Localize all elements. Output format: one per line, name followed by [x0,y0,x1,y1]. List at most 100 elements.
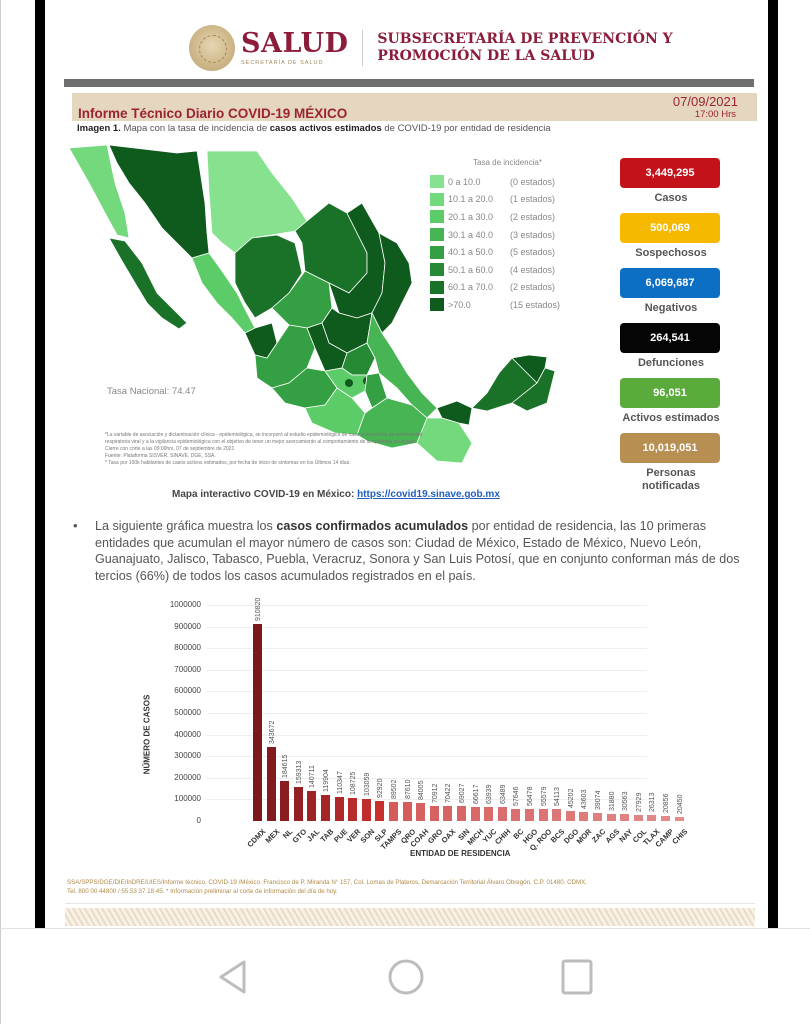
legend-range: 20.1 a 30.0 [448,211,494,222]
legend-count: (5 estados) [510,247,556,258]
subsecretaria-line1: SUBSECRETARÍA DE PREVENCIÓN Y [377,31,673,47]
y-tick-label: 200000 [174,772,201,782]
map-link-label: Mapa interactivo COVID-19 en México: [172,489,358,500]
bar-value-label: 92920 [377,778,385,798]
bar-value-label: 110347 [336,771,344,795]
image-caption: Imagen 1. Mapa con la tasa de incidencia… [77,123,551,134]
report-time: 17:00 Hrs [694,109,736,120]
legend-item: 50.1 a 60.0 (4 estados) [430,261,580,279]
bar-value-label: 20450 [676,794,684,814]
mexico-incidence-map [68,144,556,464]
header-rule [64,79,754,87]
gridline [207,799,647,801]
recents-icon [561,959,593,995]
bar-coah [416,802,426,821]
bar-gto [293,786,303,821]
bar-oax [443,805,453,821]
bar-chis [674,816,684,821]
bar-value-label: 89502 [391,779,398,799]
recents-button[interactable] [557,957,597,997]
bar-tamps [389,801,398,821]
bar-value-label: 108725 [350,771,358,795]
header-divider [362,30,364,66]
stat-card-label: Negativos [644,302,698,314]
bar-ver [348,797,358,821]
document-page: SALUD SECRETARÍA DE SALUD SUBSECRETARÍA … [45,0,768,928]
report-date: 07/09/2021 [672,94,738,109]
viewer-margin-left [35,0,45,928]
gridline [207,756,647,758]
bar-sin [457,806,466,821]
bar-tlax [647,815,657,821]
paragraph-text-b: por entidad de residencia, las 10 primer… [95,519,740,583]
legend-title: Tasa de incidencia* [473,158,542,167]
gridline [207,605,647,606]
x-axis-title: ENTIDAD DE RESIDENCIA [410,849,511,858]
home-button[interactable] [386,957,426,997]
footer-divider [65,903,755,904]
bullet-icon: • [73,518,78,533]
map-note: Fuente: Plataforma SISVER, SINAVE, DGE, … [105,453,216,459]
report-title: Informe Técnico Diario COVID-19 MÉXICO [78,106,348,121]
legend-swatch [430,263,444,277]
map-notes: *La variable de asociación y dictaminaci… [105,432,425,467]
stat-card-label: Activos estimados [622,412,720,424]
document-viewer[interactable]: SALUD SECRETARÍA DE SALUD SUBSECRETARÍA … [0,0,810,928]
y-tick-label: 900000 [174,621,201,631]
legend-range: 0 a 10.0 [448,176,481,187]
legend-swatch [430,245,444,259]
legend-count: (1 estados) [510,194,556,205]
bar-value-label: 69027 [459,783,466,804]
bar-mex [266,746,276,821]
mexico-seal-icon [189,25,235,71]
bar-qro [402,802,412,821]
bar-value-label: 26313 [649,792,657,813]
legend-range: 60.1 a 70.0 [448,282,494,293]
bar-value-label: 84005 [418,780,426,800]
bar-value-label: 910820 [255,597,262,622]
legend-item: 30.1 a 40.0 (3 estados) [430,226,580,244]
footer-ornament [65,908,755,926]
footer-line1: SSA/SPPS/DGE/DIE/InDRE/UIES/Informe técn… [67,879,588,886]
interactive-map-link[interactable]: https://covid19.sinave.gob.mx [357,489,500,500]
bar-bcs [552,809,562,821]
y-tick-label: 700000 [174,664,201,674]
cumulative-cases-bar-chart: NÚMERO DE CASOS ENTIDAD DE RESIDENCIA 0 1… [135,595,755,865]
bar-value-label: 119904 [323,769,330,793]
bar-slp [375,800,385,821]
legend-item: 20.1 a 30.0 (2 estados) [430,208,580,226]
bar-qroo [538,808,548,821]
legend-item: 0 a 10.0 (0 estados) [430,173,580,191]
legend-count: (2 estados) [510,282,556,293]
bar-cdmx [253,624,262,821]
legend-range: 30.1 a 40.0 [448,229,494,240]
caption-text-b: de COVID-19 por entidad de residencia [381,123,551,134]
summary-paragraph: La siguiente gráfica muestra los casos c… [95,518,745,584]
bar-value-label: 20856 [663,794,670,814]
home-icon [388,959,424,995]
bar-mor [579,811,589,821]
caption-bold: casos activos estimados [269,123,382,134]
legend-item: 40.1 a 50.0 (5 estados) [430,243,580,261]
national-rate: Tasa Nacional: 74.47 [107,386,196,397]
legend-swatch [430,175,444,189]
bar-dgo [565,811,575,821]
legend-item: >70.0 (15 estados) [430,296,580,314]
map-note: *La variable de asociación y dictaminaci… [105,432,423,445]
bar-value-label: 70422 [445,783,453,803]
y-axis-title: NÚMERO DE CASOS [137,655,152,815]
bar-value-label: 27929 [635,792,643,812]
back-button[interactable] [213,957,253,997]
stat-card-label: Defunciones [637,357,704,369]
bar-value-label: 55579 [540,786,548,806]
bar-value-label: 31880 [608,791,616,812]
legend-range: 10.1 a 20.0 [448,194,494,205]
stat-card-label: Sospechosos [635,247,707,259]
subsecretaria-line2: PROMOCIÓN DE LA SALUD [377,48,595,64]
legend-item: 10.1 a 20.0 (1 estados) [430,191,580,209]
gridline [207,777,647,779]
bar-value-label: 103059 [363,772,371,796]
bar-value-label: 87610 [404,779,412,800]
footer-text: SSA/SPPS/DGE/DIE/InDRE/UIES/Informe técn… [67,878,767,896]
bar-col [633,814,643,821]
